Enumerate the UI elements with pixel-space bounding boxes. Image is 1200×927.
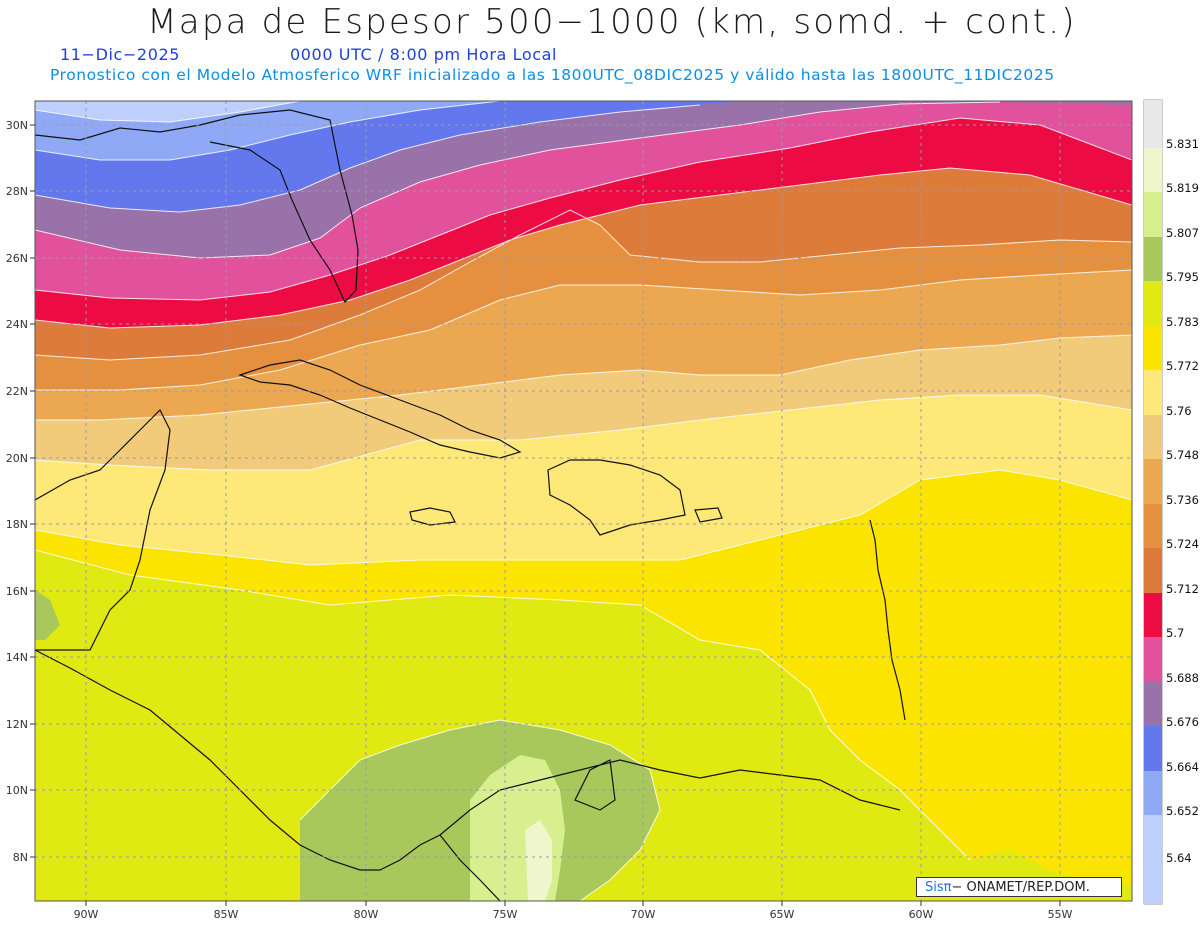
colorbar-swatch xyxy=(1144,771,1162,815)
lat-tick-label: 16N xyxy=(6,585,28,598)
colorbar-label: 5.64 xyxy=(1166,851,1192,865)
coastlines xyxy=(35,109,906,901)
lon-tick-label: 60W xyxy=(909,908,934,921)
grid-lines xyxy=(35,101,1132,901)
forecast-time: 0000 UTC / 8:00 pm Hora Local xyxy=(290,45,558,64)
lat-tick-label: 12N xyxy=(6,718,28,731)
credit-box: Sisπ− ONAMET/REP.DOM. xyxy=(916,877,1122,897)
colorbar-label: 5.76 xyxy=(1166,404,1192,418)
map-title: Mapa de Espesor 500−1000 (km, somd. + co… xyxy=(147,2,1077,42)
lon-tick-label: 85W xyxy=(214,908,239,921)
colorbar-label: 5.772 xyxy=(1166,359,1199,373)
lat-tick-label: 30N xyxy=(6,119,28,132)
colorbar-swatch xyxy=(1144,326,1162,370)
lon-tick-label: 55W xyxy=(1048,908,1073,921)
colorbar-swatch xyxy=(1144,237,1162,281)
colorbar: 5.831 5.819 5.807 5.795 5.783 5.772 5.76… xyxy=(1143,99,1199,905)
colorbar-label: 5.7 xyxy=(1166,626,1184,640)
map-frame xyxy=(34,100,1133,902)
contours xyxy=(35,101,1132,901)
colorbar-swatch xyxy=(1144,504,1162,548)
colorbar-label: 5.688 xyxy=(1166,671,1199,685)
lon-tick-label: 75W xyxy=(493,908,518,921)
colorbar-swatch xyxy=(1144,281,1162,326)
colorbar-label: 5.819 xyxy=(1166,181,1199,195)
colorbar-swatch xyxy=(1144,682,1162,726)
colorbar-swatch xyxy=(1144,459,1162,504)
lon-tick-label: 80W xyxy=(354,908,379,921)
lat-tick-label: 24N xyxy=(6,318,28,331)
model-info: Pronostico con el Modelo Atmosferico WRF… xyxy=(50,66,1055,84)
colorbar-label: 5.724 xyxy=(1166,537,1199,551)
credit-org: − ONAMET/REP.DOM. xyxy=(951,880,1090,895)
colorbar-label: 5.712 xyxy=(1166,582,1199,596)
lat-tick-label: 8N xyxy=(13,851,28,864)
lat-tick-label: 20N xyxy=(6,452,28,465)
forecast-date: 11−Dic−2025 xyxy=(60,45,181,64)
map-plot xyxy=(35,101,1132,901)
lat-axis: 30N 28N 26N 24N 22N 20N 18N 16N 14N 12N … xyxy=(6,119,35,864)
colorbar-label: 5.748 xyxy=(1166,448,1199,462)
lon-axis: 90W 85W 80W 75W 70W 65W 60W 55W xyxy=(74,901,1073,921)
colorbar-swatch xyxy=(1144,593,1162,637)
colorbar-swatch xyxy=(1144,815,1162,904)
band-5-819 xyxy=(525,820,552,901)
colorbar-label: 5.652 xyxy=(1166,804,1199,818)
lat-tick-label: 26N xyxy=(6,252,28,265)
colorbar-label: 5.736 xyxy=(1166,493,1199,507)
lat-tick-label: 28N xyxy=(6,185,28,198)
colorbar-label: 5.783 xyxy=(1166,315,1199,329)
colorbar-swatch xyxy=(1144,548,1162,593)
lat-tick-label: 10N xyxy=(6,784,28,797)
colorbar-swatch xyxy=(1144,637,1162,682)
colorbar-swatch xyxy=(1144,148,1162,192)
colorbar-swatch xyxy=(1144,726,1162,771)
lat-tick-label: 22N xyxy=(6,385,28,398)
colorbar-label: 5.831 xyxy=(1166,137,1199,151)
credit-sis: Sisπ xyxy=(925,880,952,895)
lon-tick-label: 65W xyxy=(770,908,795,921)
lon-tick-label: 70W xyxy=(631,908,656,921)
colorbar-swatch xyxy=(1144,415,1162,459)
band-5-795-west xyxy=(35,590,60,640)
lon-tick-label: 90W xyxy=(74,908,99,921)
lat-tick-label: 18N xyxy=(6,518,28,531)
colorbar-label: 5.676 xyxy=(1166,715,1199,729)
colorbar-label: 5.807 xyxy=(1166,226,1199,240)
band-5-64 xyxy=(35,101,300,122)
colorbar-label: 5.795 xyxy=(1166,270,1199,284)
colorbar-swatch xyxy=(1144,370,1162,415)
colorbar-swatch xyxy=(1144,100,1162,148)
colorbar-swatch xyxy=(1144,192,1162,237)
colorbar-label: 5.664 xyxy=(1166,760,1199,774)
lat-tick-label: 14N xyxy=(6,651,28,664)
